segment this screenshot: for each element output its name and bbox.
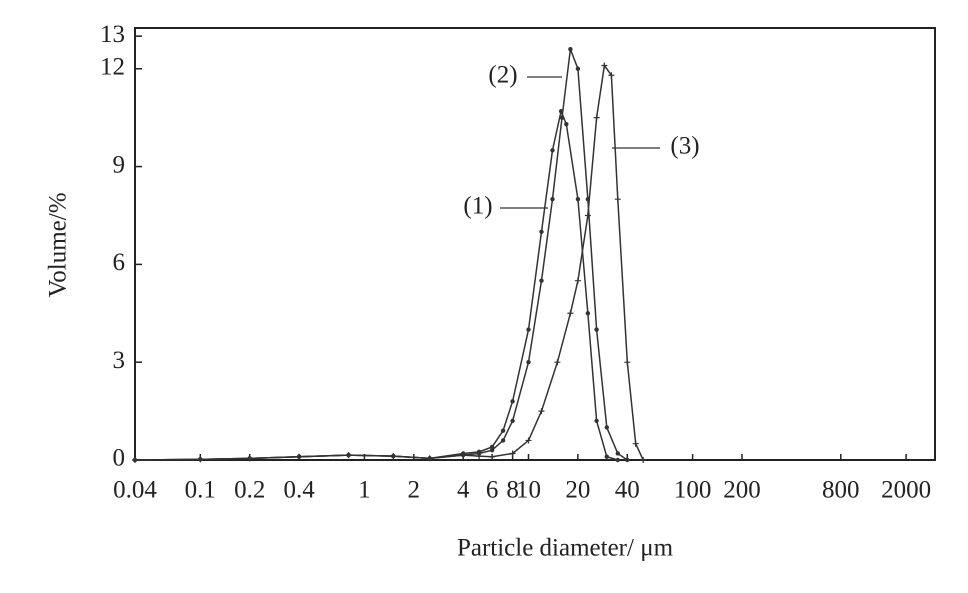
x-tick-label: 4 — [457, 477, 470, 504]
data-point — [567, 310, 574, 317]
y-tick-label: 13 — [100, 21, 125, 48]
y-tick-label: 9 — [113, 151, 126, 178]
data-point — [585, 311, 591, 316]
data-point — [614, 196, 621, 203]
data-point — [426, 455, 433, 462]
x-tick-label: 8 — [506, 477, 519, 504]
y-axis-label: Volume/% — [45, 192, 72, 297]
data-point — [624, 359, 631, 366]
series-line — [134, 63, 644, 461]
data-point — [575, 196, 581, 202]
data-point — [526, 359, 531, 365]
series-label: (3) — [670, 133, 699, 160]
data-point — [489, 453, 496, 460]
data-point — [246, 455, 253, 462]
data-point — [575, 66, 581, 71]
data-point — [550, 196, 555, 202]
data-point — [594, 327, 599, 332]
data-point — [625, 457, 630, 463]
series-line — [134, 48, 628, 461]
x-tick-label: 100 — [674, 477, 712, 504]
data-point — [632, 440, 639, 447]
data-point — [564, 121, 569, 127]
data-point — [476, 453, 483, 460]
x-axis-label: Particle diameter/ μm — [457, 535, 674, 562]
data-point — [509, 450, 516, 457]
x-tick-label: 0.2 — [234, 477, 265, 504]
data-point — [559, 115, 565, 120]
data-point — [525, 437, 532, 444]
x-tick-label: 40 — [615, 477, 640, 504]
data-point — [593, 114, 600, 121]
y-tick-label: 6 — [113, 249, 126, 276]
data-point — [640, 457, 647, 463]
data-point — [615, 457, 620, 463]
x-tick-label: 6 — [486, 477, 499, 504]
data-point — [539, 278, 544, 283]
data-point — [574, 277, 581, 284]
x-tick-label: 0.4 — [283, 477, 315, 504]
data-point — [132, 457, 138, 463]
data-point — [584, 212, 591, 219]
plot-frame — [134, 27, 936, 461]
data-point — [550, 148, 555, 153]
data-point — [510, 399, 515, 404]
y-tick-label: 3 — [113, 347, 126, 374]
data-point — [489, 448, 495, 453]
data-point — [604, 454, 609, 459]
x-tick-label: 10 — [516, 477, 541, 504]
data-point — [500, 428, 506, 433]
data-point — [489, 444, 495, 450]
data-point — [510, 418, 515, 424]
series-line — [134, 108, 618, 461]
x-tick-label: 0.04 — [113, 477, 157, 504]
series-label: (2) — [488, 62, 517, 89]
y-tick-label: 0 — [113, 445, 126, 472]
x-tick-label: 200 — [723, 477, 761, 504]
x-tick-label: 0.1 — [185, 477, 216, 504]
data-point — [460, 452, 467, 459]
data-point — [604, 425, 609, 430]
data-point — [608, 72, 615, 79]
data-point — [601, 62, 608, 69]
x-tick-label: 20 — [565, 477, 590, 504]
data-point — [539, 229, 544, 234]
data-point — [568, 46, 573, 52]
data-point — [390, 453, 397, 460]
data-point — [526, 327, 531, 332]
x-tick-label: 2 — [408, 477, 421, 504]
series-label: (1) — [463, 193, 492, 220]
data-point — [594, 418, 599, 424]
y-tick-label: 12 — [100, 53, 125, 80]
data-point — [538, 408, 545, 415]
data-point — [554, 359, 561, 366]
x-tick-label: 2000 — [881, 477, 931, 504]
data-point — [345, 452, 352, 459]
data-point — [500, 438, 506, 443]
x-tick-label: 800 — [822, 477, 860, 504]
data-point — [615, 451, 620, 456]
data-point — [197, 456, 204, 463]
x-tick-label: 1 — [358, 477, 371, 504]
data-point — [296, 453, 303, 460]
